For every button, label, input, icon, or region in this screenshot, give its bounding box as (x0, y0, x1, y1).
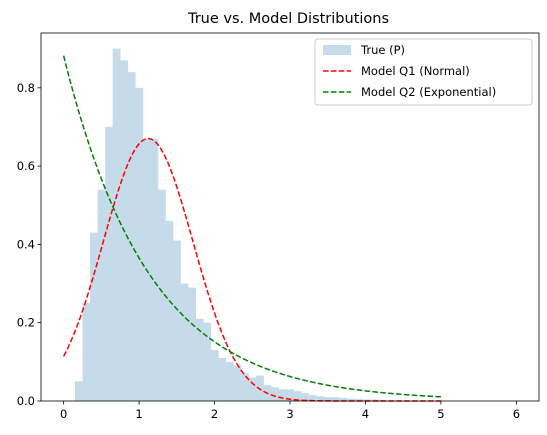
histogram-bar (112, 48, 121, 401)
histogram-bar (218, 357, 227, 401)
histogram-bar (308, 395, 317, 401)
histogram-bar (203, 322, 212, 401)
histogram-bar (301, 393, 310, 401)
x-tick-label: 0 (60, 407, 67, 421)
histogram-bar (361, 399, 370, 401)
series-line (62, 55, 441, 398)
histogram-bar (188, 287, 196, 401)
chart-title: True vs. Model Distributions (187, 11, 389, 27)
axes: 0 1 2 3 4 5 6 0.0 0.2 0.4 0.6 0.8 (17, 32, 540, 421)
histogram-bar (278, 389, 287, 401)
histogram-bar (316, 396, 325, 401)
histogram-bar (225, 361, 234, 401)
histogram-bar (240, 373, 249, 401)
histogram-bar (165, 220, 174, 401)
x-tick-label: 2 (211, 407, 218, 421)
legend-label: True (P) (360, 43, 405, 57)
x-tick-label: 4 (362, 407, 369, 421)
histogram-bar (256, 375, 264, 401)
x-tick-label: 5 (437, 407, 444, 421)
histogram-bar (180, 283, 189, 401)
histogram-bar (369, 399, 378, 401)
legend: True (P) Model Q1 (Normal) Model Q2 (Expon… (314, 38, 533, 106)
histogram-bar (157, 189, 166, 401)
y-tick-label: 0.2 (17, 316, 35, 330)
histogram-bar (210, 350, 219, 401)
x-tick-label: 1 (135, 407, 142, 421)
histogram-bar (233, 365, 242, 401)
histogram-bar (339, 397, 347, 401)
histogram-bar (82, 303, 91, 401)
histogram-bar (195, 318, 204, 401)
legend-box (314, 38, 533, 106)
histogram-bar (248, 377, 257, 401)
histogram-bar (346, 398, 355, 401)
legend-label: Model Q1 (Normal) (361, 64, 470, 78)
legend-label: Model Q2 (Exponential) (361, 85, 496, 99)
histogram-bar (150, 138, 159, 401)
legend-swatch (323, 45, 351, 55)
histogram-bar (74, 381, 83, 401)
histogram-bar (271, 387, 279, 401)
y-tick-label: 0.0 (17, 394, 35, 408)
y-tick-label: 0.8 (17, 81, 35, 95)
histogram-bar (135, 87, 144, 402)
y-tick-label: 0.6 (17, 159, 35, 173)
y-tick-label: 0.4 (17, 237, 35, 251)
x-tick-label: 3 (286, 407, 293, 421)
histogram-bar (173, 240, 181, 401)
histogram-bar (105, 126, 113, 401)
histogram-bar (286, 389, 295, 401)
histogram-bar (331, 397, 340, 401)
x-tick-label: 6 (513, 407, 520, 421)
histogram-bar (97, 189, 106, 401)
histogram-bar (127, 72, 136, 402)
histogram-bar (293, 391, 302, 401)
histogram-bar (90, 232, 98, 401)
histogram-bar (354, 399, 362, 401)
histogram-bar (323, 397, 332, 401)
